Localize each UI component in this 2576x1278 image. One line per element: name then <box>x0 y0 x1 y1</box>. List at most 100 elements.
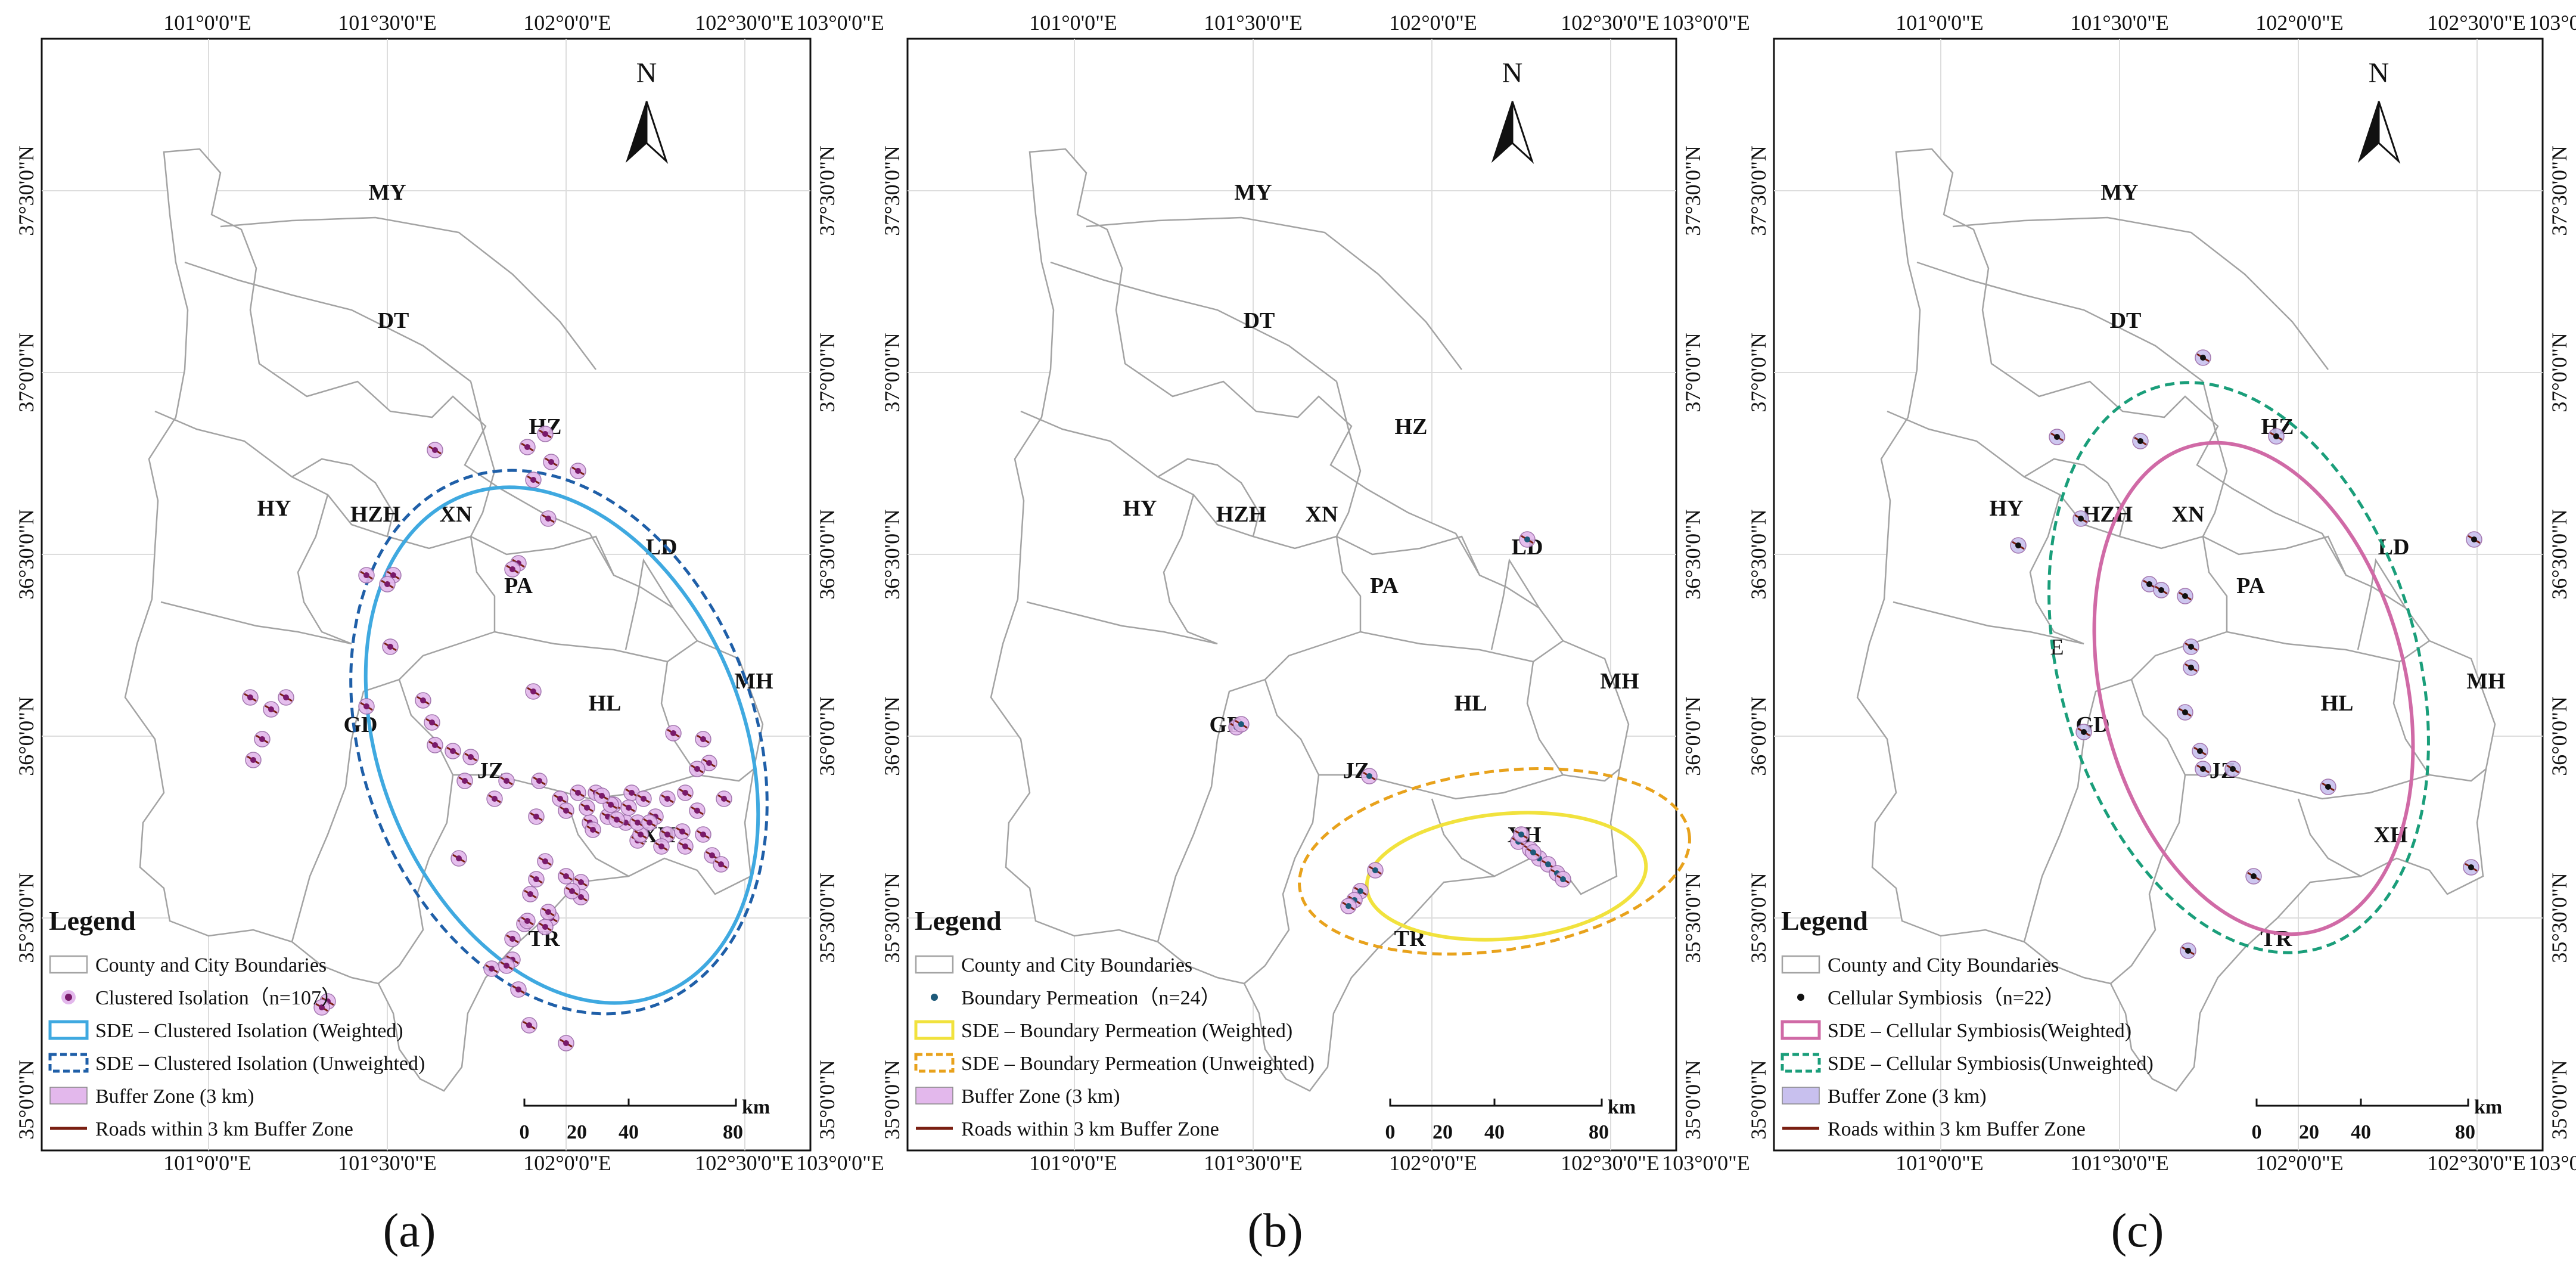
legend-swatch-boundary <box>915 955 954 974</box>
sde-ellipse-weighted <box>2092 441 2415 936</box>
lon-label-bottom: 101°0'0"E <box>1029 1151 1117 1175</box>
county-boundary-9 <box>2226 631 2430 663</box>
lon-label-top: 103°0'0"E <box>2528 11 2576 35</box>
lat-label-right: 36°0'0"N <box>815 696 839 776</box>
settlement-point <box>524 918 530 924</box>
county-boundary-8 <box>291 678 400 942</box>
settlement-point <box>590 827 596 833</box>
region-label-hy: HY <box>1990 496 2024 521</box>
lon-label-top: 101°30'0"E <box>2070 11 2169 35</box>
legend-label-boundary: County and City Boundaries <box>1828 954 2059 976</box>
settlement-point <box>545 516 551 522</box>
settlement-point <box>2185 948 2191 954</box>
scale-bar-line <box>2255 1099 2469 1107</box>
settlement-point <box>2137 438 2143 444</box>
settlement-point <box>545 909 551 915</box>
legend-label-ellipse-dashed: SDE – Clustered Isolation (Unweighted) <box>95 1053 425 1075</box>
region-label-pa: PA <box>1370 573 1399 598</box>
north-arrow-label: N <box>2369 57 2389 89</box>
scale-bar-tick-20: 20 <box>2299 1121 2319 1143</box>
legend-label-ellipse-dashed: SDE – Cellular Symbiosis(Unweighted) <box>1828 1053 2154 1075</box>
lat-label-right: 36°30'0"N <box>1681 509 1705 600</box>
county-boundary-6 <box>1893 601 2084 645</box>
settlement-point <box>456 855 462 861</box>
settlement-point <box>569 888 575 894</box>
legend-swatch-point <box>65 994 72 1001</box>
settlement-point <box>319 1004 325 1010</box>
lon-label-bottom: 102°0'0"E <box>523 1151 611 1175</box>
settlement-point <box>363 572 369 578</box>
settlement-point <box>563 808 569 814</box>
lat-label-left: 37°0'0"N <box>880 333 904 412</box>
legend-label-ellipse-solid: SDE – Cellular Symbiosis(Weighted) <box>1828 1020 2131 1042</box>
legend-label-ellipse-solid: SDE – Clustered Isolation (Weighted) <box>95 1020 403 1042</box>
lat-label-left: 37°30'0"N <box>1747 145 1770 236</box>
sde-ellipse-unweighted <box>349 469 769 1016</box>
panel-caption-c: (c) <box>2111 1205 2164 1257</box>
legend-swatch-ellipse-weighted <box>48 1020 89 1040</box>
lon-label-bottom: 102°30'0"E <box>2427 1151 2526 1175</box>
settlement-point <box>259 736 265 742</box>
study-area-boundary <box>990 148 1630 1092</box>
settlement-point <box>489 966 495 972</box>
settlement-point <box>533 814 539 820</box>
lat-label-right: 37°30'0"N <box>815 145 839 236</box>
scale-bar-tick-40: 40 <box>2351 1121 2371 1143</box>
lat-label-right: 35°0'0"N <box>815 1060 839 1140</box>
settlement-point <box>629 790 635 796</box>
scale-bar-tick-0: 0 <box>2252 1121 2262 1143</box>
settlement-point <box>2146 581 2152 587</box>
legend-title: Legend <box>49 905 136 936</box>
legend-label-ellipse-dashed: SDE – Boundary Permeation (Unweighted) <box>961 1053 1315 1075</box>
settlement-point <box>390 572 396 578</box>
region-label-mh: MH <box>1600 669 1639 694</box>
settlement-point <box>1238 721 1244 727</box>
region-label-e: E <box>2050 635 2064 660</box>
legend-swatch-buffer <box>915 1087 953 1105</box>
county-boundary-9 <box>1360 631 1564 663</box>
settlement-point <box>450 748 456 754</box>
panel-caption-b: (b) <box>1247 1205 1303 1257</box>
county-boundary-5 <box>1163 494 1218 645</box>
scale-bar-unit: km <box>2474 1096 2502 1118</box>
region-label-hzh: HZH <box>2083 502 2133 527</box>
legend-swatch-buffer <box>1782 1087 1820 1105</box>
north-arrow-right <box>1511 101 1534 164</box>
legend-label-buffer: Buffer Zone (3 km) <box>1828 1085 1987 1108</box>
settlement-point <box>509 936 515 942</box>
lon-label-top: 101°0'0"E <box>1029 11 1117 35</box>
county-boundary-3 <box>1335 381 1362 632</box>
legend: Legend County and City Boundaries Boundary… <box>914 905 1315 1140</box>
north-arrow-right <box>645 101 669 164</box>
panel-caption-a: (a) <box>383 1205 436 1257</box>
lat-label-left: 37°0'0"N <box>1747 333 1770 412</box>
legend-swatch-ellipse-weighted <box>1780 1020 1821 1040</box>
legend-label-road: Roads within 3 km Buffer Zone <box>1828 1118 2086 1140</box>
settlement-point <box>542 924 548 930</box>
region-label-hl: HL <box>1455 691 1487 716</box>
county-boundary-4 <box>1157 458 1260 537</box>
settlement-point <box>1372 867 1378 873</box>
lat-label-right: 35°30'0"N <box>2547 873 2571 963</box>
county-boundary-1 <box>1050 261 1337 382</box>
settlement-point <box>608 802 614 808</box>
scale-bar-tick-0: 0 <box>1385 1121 1396 1143</box>
settlement-point <box>2158 587 2164 593</box>
north-arrow-label: N <box>636 57 657 89</box>
legend-label-boundary: County and City Boundaries <box>95 954 327 976</box>
settlement-point <box>515 987 521 992</box>
lon-label-bottom: 103°0'0"E <box>796 1151 884 1175</box>
county-boundary-1 <box>184 261 471 382</box>
settlement-point <box>548 459 554 465</box>
region-label-hl: HL <box>2321 691 2354 716</box>
scale-bar-unit: km <box>1608 1096 1636 1118</box>
north-arrow-icon: N <box>625 57 669 164</box>
settlement-point <box>641 796 647 802</box>
lat-label-left: 35°0'0"N <box>1747 1060 1770 1140</box>
legend-label-buffer: Buffer Zone (3 km) <box>95 1085 254 1108</box>
lat-label-left: 36°0'0"N <box>880 696 904 776</box>
settlement-point <box>718 861 724 867</box>
lon-label-top: 102°30'0"E <box>2427 11 2526 35</box>
region-label-hzh: HZH <box>350 502 400 527</box>
lat-label-right: 37°0'0"N <box>2547 333 2571 412</box>
